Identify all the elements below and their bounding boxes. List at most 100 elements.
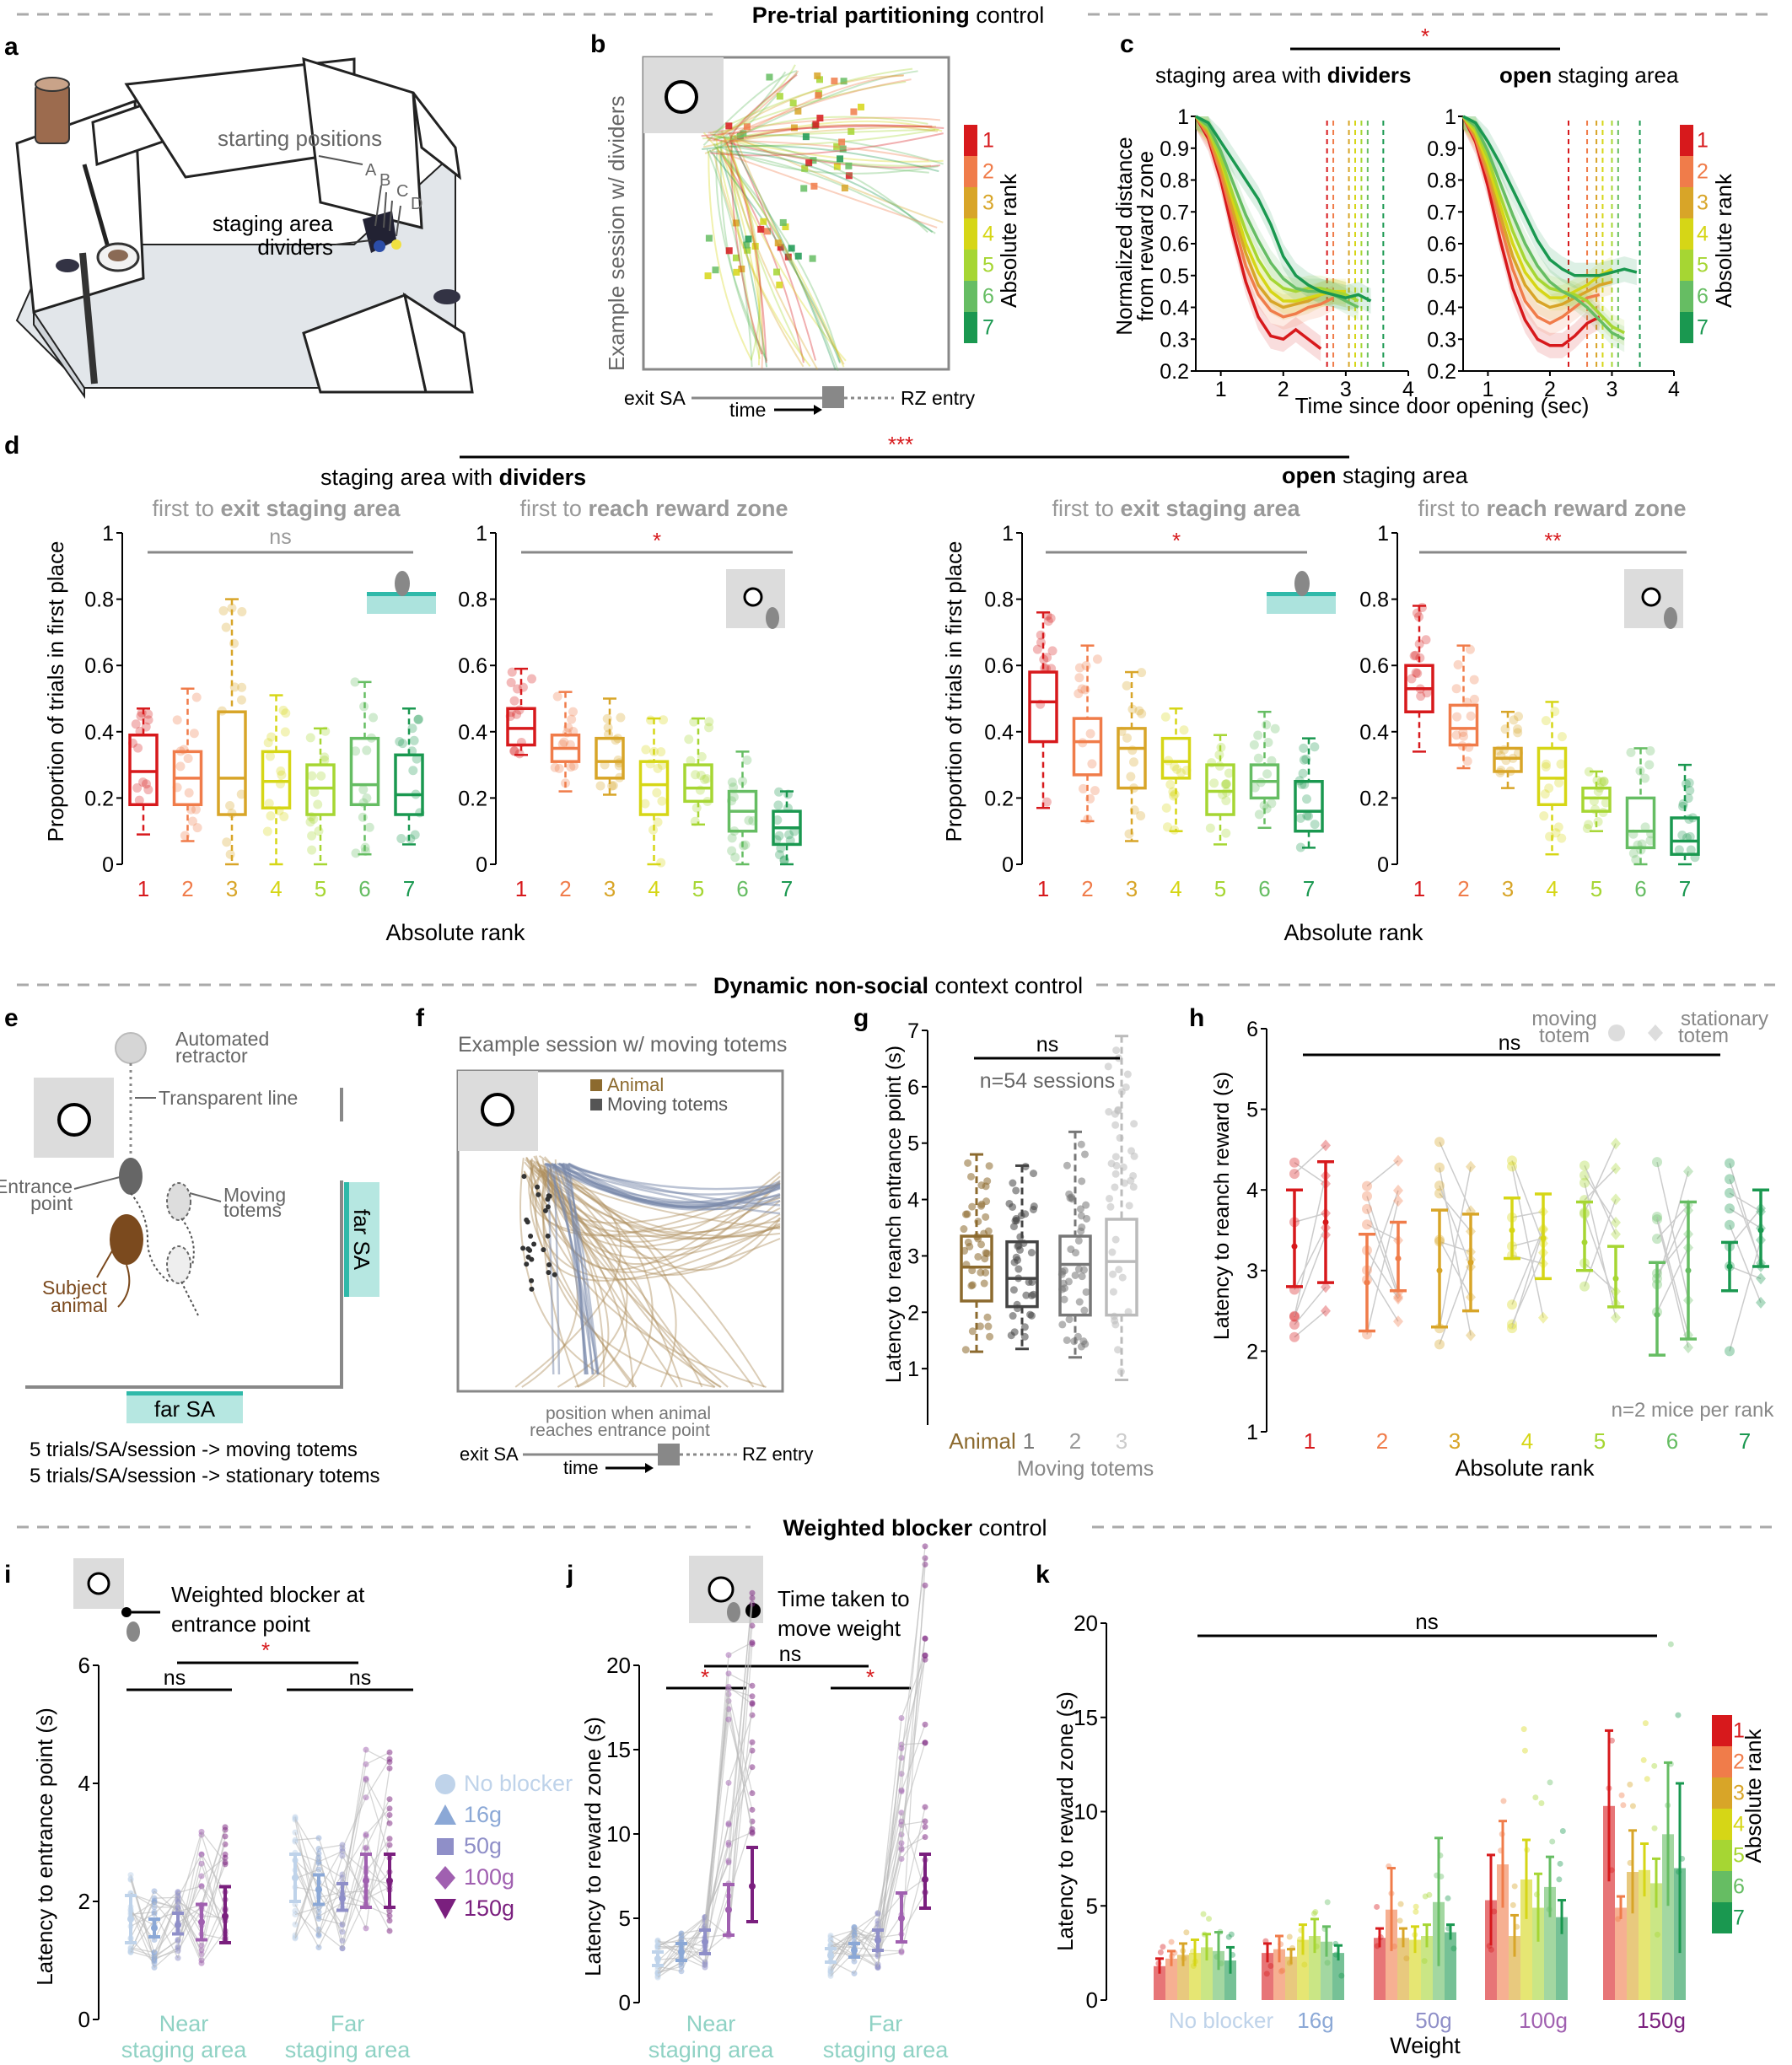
k-bar-rank-4 bbox=[1520, 1879, 1532, 2000]
b-trajectory bbox=[730, 134, 944, 223]
b-entrance-marker bbox=[705, 234, 713, 242]
f-entrance-point bbox=[520, 1245, 526, 1251]
colorbar-label-5: 5 bbox=[1733, 1844, 1745, 1868]
h-pair-line bbox=[1584, 1165, 1617, 1235]
d-data-point bbox=[172, 715, 182, 725]
b-entrance-marker bbox=[773, 268, 781, 276]
b-entrance-marker bbox=[766, 73, 773, 81]
i-legend-marker bbox=[435, 1774, 455, 1794]
mean-point bbox=[339, 1895, 346, 1902]
subject-point bbox=[386, 1765, 393, 1772]
panel-g: 1 2 3 4 5 6 7 Animal 1 2 3 ns n=54 sessions Latenc… bbox=[882, 1019, 1154, 1481]
d-data-point bbox=[143, 709, 153, 719]
b-entrance-marker bbox=[736, 132, 744, 140]
d-data-point bbox=[1299, 755, 1309, 765]
subject-line bbox=[365, 1758, 390, 1799]
i-group-near-2: staging area bbox=[121, 2037, 248, 2062]
colorbar-swatch-1 bbox=[1712, 1715, 1732, 1746]
b-trajectory bbox=[715, 137, 811, 368]
h-moving-point bbox=[1507, 1161, 1517, 1172]
f-legend-totems: Moving totems bbox=[607, 1094, 728, 1115]
g-data-point bbox=[1074, 1236, 1083, 1245]
d-data-point bbox=[1674, 845, 1684, 855]
panel-h: 1 2 3 4 5 6 1 2 3 4 5 6 7 ns moving totem stationary… bbox=[1210, 1008, 1774, 1481]
h-stationary-point bbox=[1393, 1195, 1403, 1207]
subject-line bbox=[342, 1855, 367, 1897]
d-data-point bbox=[1509, 715, 1519, 725]
b-entrance-marker bbox=[776, 281, 783, 288]
k-data-point bbox=[1206, 1916, 1213, 1922]
ytick-label: 20 bbox=[606, 1653, 631, 1678]
d-ytick-label: 0.8 bbox=[984, 589, 1014, 612]
subject-line bbox=[365, 1749, 390, 1763]
h-pair-line bbox=[1511, 1229, 1544, 1329]
c-xtick-label: 3 bbox=[1340, 378, 1352, 401]
d-data-point bbox=[1416, 691, 1426, 702]
g-data-point bbox=[1129, 1183, 1138, 1191]
d-ytick-label: 0.2 bbox=[1359, 787, 1389, 810]
d-data-point bbox=[1465, 644, 1475, 654]
h-ytick-label: 6 bbox=[1246, 1018, 1258, 1041]
d-ylabel-right: Proportion of trials in first place bbox=[941, 541, 966, 842]
d-data-point bbox=[1214, 750, 1224, 760]
b-trajectory bbox=[701, 125, 933, 137]
d-data-point bbox=[1078, 783, 1088, 793]
h-pair-line bbox=[1294, 1162, 1327, 1185]
d-xtick-label: 5 bbox=[692, 876, 704, 901]
f-entrance-point bbox=[541, 1247, 546, 1253]
d-data-point bbox=[351, 848, 361, 858]
b-entrance-marker bbox=[840, 78, 848, 85]
d-box-rank-4 bbox=[1536, 746, 1568, 807]
g-data-point bbox=[1059, 1279, 1068, 1288]
dispenser-icon bbox=[35, 83, 70, 144]
subject-line bbox=[728, 1714, 753, 1783]
subject-line bbox=[130, 1874, 155, 1961]
d-data-point bbox=[279, 812, 289, 822]
k-bar-rank-1 bbox=[1603, 1805, 1615, 2000]
subject-point bbox=[749, 1790, 756, 1797]
d-sig-label: ns bbox=[269, 525, 291, 549]
svg-text:open staging area: open staging area bbox=[1499, 62, 1679, 88]
i-ylabel: Latency to entrance point (s) bbox=[32, 1707, 57, 1986]
h-n: n=2 mice per rank bbox=[1612, 1399, 1775, 1422]
k-data-point bbox=[1168, 1953, 1175, 1960]
d-ytick-label: 0.4 bbox=[84, 721, 114, 745]
i-legend-label: 150g bbox=[464, 1896, 514, 1921]
d-data-point bbox=[1640, 822, 1650, 832]
k-bar-rank-6 bbox=[1213, 1950, 1224, 2000]
g-ytick-label: 5 bbox=[907, 1132, 919, 1156]
g-data-point bbox=[1058, 1320, 1067, 1329]
subject-line bbox=[365, 1808, 390, 1835]
subject-line bbox=[201, 1930, 226, 1964]
d-data-point bbox=[1462, 756, 1472, 766]
h-stationary-point bbox=[1756, 1296, 1766, 1309]
subject-line bbox=[681, 1917, 706, 1937]
subject-point bbox=[922, 1721, 928, 1728]
c-xtick-label: 1 bbox=[1482, 378, 1493, 401]
d-box-rank-4 bbox=[1160, 736, 1192, 780]
h-mean-point bbox=[1540, 1235, 1547, 1242]
subject-point bbox=[749, 1594, 756, 1601]
k-data-point bbox=[1679, 1855, 1686, 1862]
b-trajectory bbox=[715, 148, 768, 362]
subject-line bbox=[901, 1659, 926, 1749]
b-trajectory bbox=[702, 70, 798, 146]
svg-text:open staging area: open staging area bbox=[1282, 463, 1469, 488]
colorbar-swatch-6 bbox=[1680, 281, 1693, 312]
b-trajectory bbox=[713, 134, 944, 163]
f-animal-trajectory bbox=[530, 1165, 781, 1281]
b-trajectory bbox=[712, 150, 936, 234]
k-data-point bbox=[1313, 1943, 1320, 1949]
d-data-point bbox=[614, 761, 624, 771]
d-data-point bbox=[702, 774, 712, 784]
d-data-point bbox=[183, 754, 193, 764]
svg-text:staging area with dividers: staging area with dividers bbox=[320, 465, 586, 490]
f-totem-trajectory bbox=[557, 1162, 781, 1210]
k-sig: ns bbox=[1415, 1609, 1438, 1634]
h-pair-line bbox=[1439, 1167, 1472, 1336]
b-entrance-marker bbox=[779, 218, 787, 226]
g-data-point bbox=[981, 1255, 989, 1263]
h-legend-stationary-2: totem bbox=[1678, 1024, 1729, 1047]
d-xtick-label: 6 bbox=[1258, 876, 1270, 901]
g-data-point bbox=[968, 1202, 977, 1211]
